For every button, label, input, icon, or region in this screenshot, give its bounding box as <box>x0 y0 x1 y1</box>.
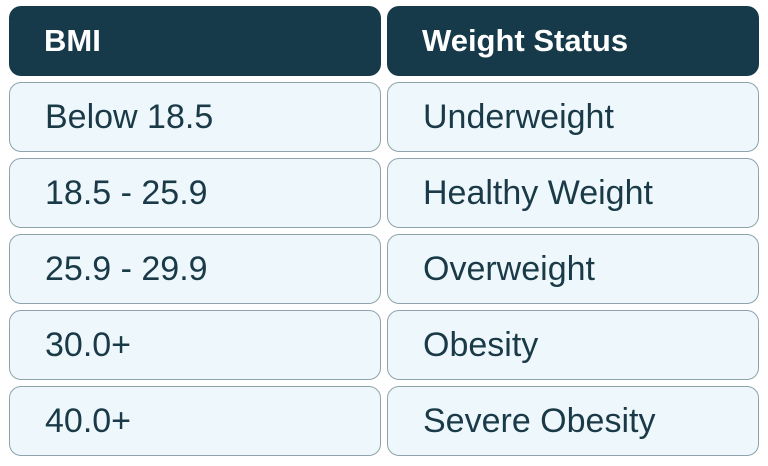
cell-weight-status: Severe Obesity <box>387 386 759 456</box>
bmi-table: BMI Weight Status Below 18.5 Underweight… <box>9 6 759 456</box>
cell-weight-status: Healthy Weight <box>387 158 759 228</box>
cell-weight-status: Overweight <box>387 234 759 304</box>
header-bmi: BMI <box>9 6 381 76</box>
cell-bmi-range: 18.5 - 25.9 <box>9 158 381 228</box>
header-weight-status: Weight Status <box>387 6 759 76</box>
cell-bmi-range: 30.0+ <box>9 310 381 380</box>
cell-bmi-range: 40.0+ <box>9 386 381 456</box>
cell-bmi-range: 25.9 - 29.9 <box>9 234 381 304</box>
cell-weight-status: Obesity <box>387 310 759 380</box>
cell-bmi-range: Below 18.5 <box>9 82 381 152</box>
cell-weight-status: Underweight <box>387 82 759 152</box>
